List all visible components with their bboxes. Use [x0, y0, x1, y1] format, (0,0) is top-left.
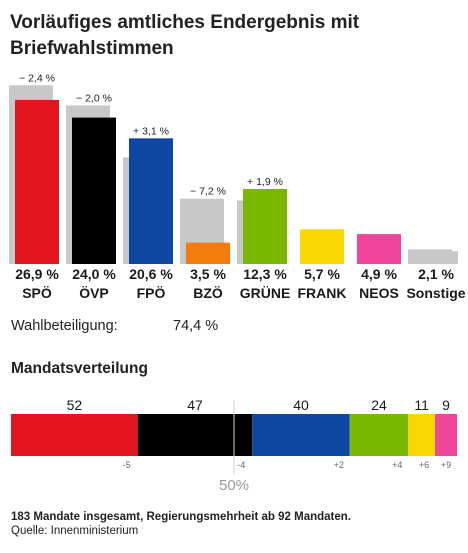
seat-segment-frank [408, 414, 436, 456]
seat-segment-oevp [137, 414, 253, 456]
value-label-gruene: 12,3 % [243, 266, 287, 282]
seat-count-spoe: 52 [67, 397, 83, 413]
seat-change-gruene: +4 [392, 460, 402, 470]
seat-change-oevp: -4 [237, 460, 245, 470]
party-label-sonstige: Sonstige [406, 285, 465, 301]
seat-change-fpoe: +2 [334, 460, 344, 470]
change-label-spoe: − 2,4 % [19, 72, 55, 84]
party-label-bzoe: BZÖ [193, 285, 223, 301]
seat-count-fpoe: 40 [293, 397, 309, 413]
bar-gruene [243, 188, 287, 264]
footnote: 183 Mandate insgesamt, Regierungsmehrhei… [11, 511, 351, 523]
party-label-oevp: ÖVP [79, 285, 109, 301]
seat-segment-fpoe [252, 414, 350, 456]
value-label-neos: 4,9 % [361, 266, 397, 282]
value-label-fpoe: 20,6 % [129, 266, 173, 282]
seat-segment-gruene [349, 414, 409, 456]
value-label-frank: 5,7 % [304, 266, 340, 282]
seat-count-neos: 9 [442, 397, 450, 413]
bar-neos [357, 234, 401, 264]
value-label-bzoe: 3,5 % [190, 266, 226, 282]
bar-fpoe [129, 138, 173, 264]
value-label-oevp: 24,0 % [72, 266, 116, 282]
bar-oevp [72, 117, 116, 264]
source-note: Quelle: Innenministerium [11, 525, 139, 537]
party-label-frank: FRANK [298, 285, 347, 301]
seat-count-oevp: 47 [187, 397, 203, 413]
party-label-gruene: GRÜNE [240, 285, 291, 301]
bar-spoe [15, 99, 59, 264]
seats-title: Mandatsverteilung [11, 360, 148, 377]
seat-count-gruene: 24 [371, 397, 387, 413]
majority-label: 50% [219, 477, 249, 494]
party-label-neos: NEOS [359, 285, 399, 301]
party-label-fpoe: FPÖ [137, 285, 166, 301]
seat-change-frank: +6 [419, 460, 429, 470]
bar-bzoe [186, 242, 230, 264]
seat-change-neos: +9 [441, 460, 451, 470]
bar-sonstige [414, 251, 458, 264]
change-label-oevp: − 2,0 % [76, 92, 112, 104]
value-label-sonstige: 2,1 % [418, 266, 454, 282]
bar-frank [300, 229, 344, 264]
seat-count-frank: 11 [414, 397, 429, 413]
change-label-fpoe: + 3,1 % [133, 125, 169, 137]
turnout-label: Wahlbeteiligung: [11, 318, 118, 334]
seat-segment-spoe [11, 414, 138, 456]
party-label-spoe: SPÖ [22, 285, 52, 301]
change-label-gruene: + 1,9 % [247, 176, 283, 188]
seat-segment-neos [435, 414, 457, 456]
turnout-value: 74,4 % [173, 318, 219, 334]
change-label-bzoe: − 7,2 % [190, 186, 226, 198]
chart-title: Vorläufiges amtliches Endergebnis mit Br… [10, 12, 360, 59]
value-label-spoe: 26,9 % [15, 266, 59, 282]
seat-change-spoe: -5 [123, 460, 131, 470]
